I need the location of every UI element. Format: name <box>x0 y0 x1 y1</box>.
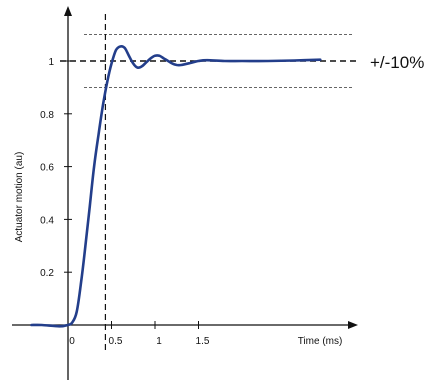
y-tick-label: 1 <box>48 57 54 68</box>
x-tick-label: 0 <box>69 336 75 347</box>
y-tick-label: 0.6 <box>40 163 54 174</box>
x-axis-title: Time (ms) <box>298 336 343 347</box>
reference-lines <box>60 14 357 352</box>
y-tick-label: 0.4 <box>40 215 54 226</box>
tick-labels: 0.2 0.4 0.6 0.8 1 0 0.5 1 1.5 <box>40 57 210 347</box>
y-axis-arrow <box>64 6 72 16</box>
y-tick-label: 0.8 <box>40 110 54 121</box>
axes <box>12 6 358 380</box>
y-axis-title: Actuator motion (au) <box>14 152 25 243</box>
x-axis-arrow <box>348 321 358 329</box>
y-tick-label: 0.2 <box>40 268 54 279</box>
x-tick-label: 1 <box>156 336 162 347</box>
tolerance-band-label: +/-10% <box>370 53 424 72</box>
series-group <box>30 44 322 328</box>
x-tick-label: 1.5 <box>196 336 210 347</box>
series-line <box>30 44 322 328</box>
x-tick-label: 0.5 <box>109 336 123 347</box>
